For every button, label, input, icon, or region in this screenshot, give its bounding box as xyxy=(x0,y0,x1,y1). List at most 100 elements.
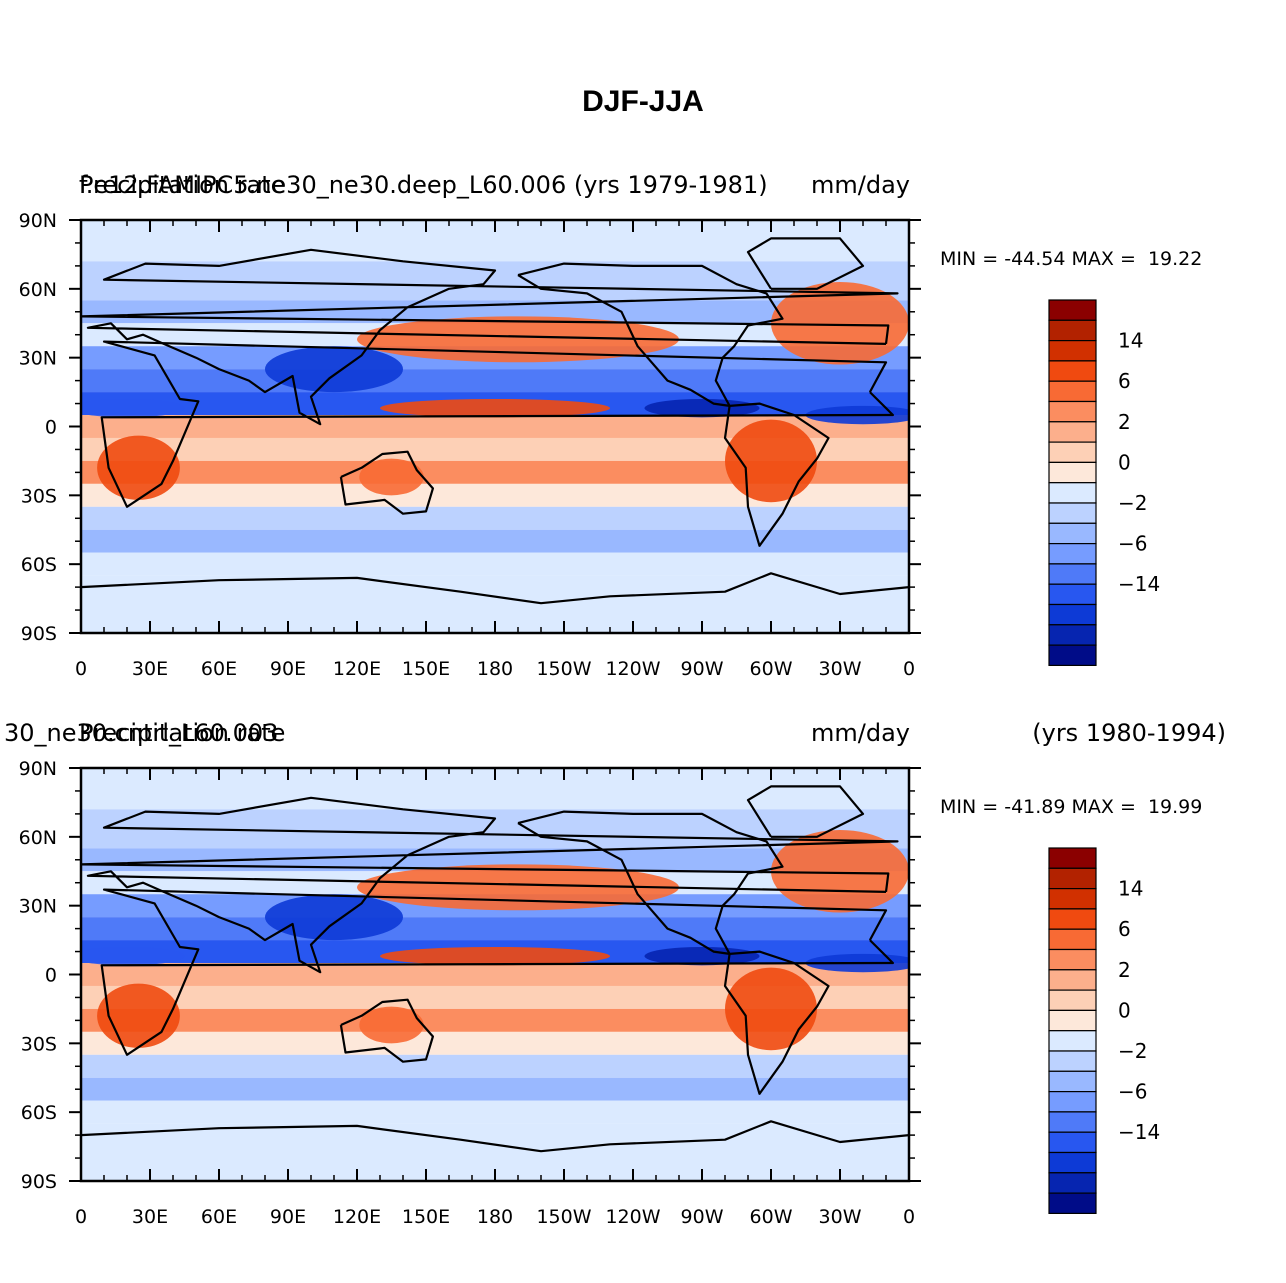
x-tick-label: 90E xyxy=(270,1206,306,1228)
y-tick-label: 0 xyxy=(45,417,57,439)
field-band xyxy=(81,1100,909,1124)
coastline xyxy=(81,1120,909,1153)
colorbar-label: 2 xyxy=(1118,958,1131,982)
y-tick-label: 0 xyxy=(45,965,57,987)
colorbar-box xyxy=(1048,380,1097,403)
panel-top-y-axis: 90N 60N 30N 0 30S 60S 90S xyxy=(19,210,921,645)
colorbar-box xyxy=(1048,542,1097,565)
panel-top-subtitle: Precipitation rate xyxy=(79,171,285,199)
coastline xyxy=(723,950,830,1095)
panel-bottom-units: mm/day xyxy=(811,719,910,747)
colorbar-box xyxy=(1048,948,1097,971)
y-tick-label: 30S xyxy=(21,1033,57,1055)
colorbar-box xyxy=(1048,299,1097,321)
field-blob xyxy=(265,346,403,393)
colorbar-box xyxy=(1048,624,1097,646)
y-tick-label: 30N xyxy=(19,348,57,370)
colorbar-box xyxy=(1048,1192,1097,1214)
field-band xyxy=(81,1077,909,1101)
colorbar-box xyxy=(1048,340,1097,362)
x-tick-label: 150W xyxy=(536,658,591,680)
field-band xyxy=(81,848,909,872)
colorbar-box xyxy=(1048,1009,1097,1032)
coastline xyxy=(81,796,899,974)
field-blob xyxy=(359,1006,424,1044)
field-band xyxy=(81,552,909,576)
field-blob xyxy=(380,946,610,966)
field-blob xyxy=(644,398,760,418)
map-panel-top: f.e12.FAMIPC5.ne30_ne30.deep_L60.006 (yr… xyxy=(19,171,1203,680)
x-tick-label: 30E xyxy=(132,658,168,680)
field-band xyxy=(81,1008,909,1032)
colorbar-box xyxy=(1048,928,1097,951)
x-tick-label: 60W xyxy=(750,658,793,680)
panel-top-coastlines xyxy=(81,237,909,605)
y-tick-label: 90S xyxy=(21,1171,57,1193)
colorbar-box xyxy=(1048,1131,1097,1154)
colorbar-box xyxy=(1048,603,1097,626)
colorbar-box xyxy=(1048,887,1097,910)
x-tick-label: 60W xyxy=(750,1206,793,1228)
panel-bottom-subtitle-overprint: 30_ne30.cntrl_L60.003 xyxy=(4,719,278,747)
colorbar-box xyxy=(1048,461,1097,484)
colorbar-box xyxy=(1048,522,1097,545)
coastline xyxy=(100,340,894,508)
colorbar-box xyxy=(1048,360,1097,382)
colorbar-box xyxy=(1048,421,1097,443)
colorbar-label: −2 xyxy=(1118,491,1147,515)
field-band xyxy=(81,483,909,507)
coastline xyxy=(339,450,434,515)
colorbar-label: 14 xyxy=(1118,877,1143,901)
y-tick-label: 60N xyxy=(19,827,57,849)
y-tick-label: 30S xyxy=(21,485,57,507)
colorbar-label: −6 xyxy=(1118,1080,1147,1104)
field-blob xyxy=(97,983,180,1048)
x-tick-label: 120W xyxy=(605,1206,660,1228)
field-blob xyxy=(265,894,403,941)
panel-top-min-max: MIN = -44.54 MAX = 19.22 xyxy=(940,248,1202,270)
field-band xyxy=(81,1031,909,1055)
x-tick-label: 0 xyxy=(903,658,915,680)
colorbar-box xyxy=(1048,989,1097,1011)
coastline xyxy=(723,402,830,547)
x-tick-label: 150E xyxy=(402,1206,450,1228)
panel-bottom-min-max: MIN = -41.89 MAX = 19.99 xyxy=(940,796,1202,818)
field-band xyxy=(81,529,909,553)
x-tick-label: 120E xyxy=(333,658,381,680)
x-tick-label: 120E xyxy=(333,1206,381,1228)
coastline xyxy=(339,998,434,1063)
colorbar-box xyxy=(1048,1111,1097,1133)
coastline xyxy=(81,248,899,426)
field-blob xyxy=(81,398,185,418)
colorbar-box xyxy=(1048,1172,1097,1194)
x-tick-label: 30W xyxy=(819,1206,862,1228)
x-tick-label: 150W xyxy=(536,1206,591,1228)
figure-title: DJF-JJA xyxy=(582,85,704,118)
colorbar-label: 0 xyxy=(1118,998,1131,1022)
colorbar-box xyxy=(1048,583,1097,606)
x-tick-label: 60E xyxy=(201,1206,237,1228)
colorbar-box xyxy=(1048,867,1097,890)
field-band xyxy=(81,917,909,941)
colorbar-label: 6 xyxy=(1118,369,1131,393)
colorbar-label: 2 xyxy=(1118,410,1131,434)
panel-top-colorbar: 14 6 2 0 −2 −6 −14 xyxy=(1048,299,1160,666)
colorbar-box xyxy=(1048,502,1097,524)
field-band xyxy=(81,415,909,438)
panel-bottom-x-axis: 0 30E 60E 90E 120E 150E 180 150W 120W 90W 60W 30W 0 xyxy=(75,768,915,1228)
y-tick-label: 30N xyxy=(19,896,57,918)
panel-top-units: mm/day xyxy=(811,171,910,199)
field-band xyxy=(81,1054,909,1078)
y-tick-label: 60S xyxy=(21,1102,57,1124)
panel-bottom-subtitle: Precipitation rate xyxy=(79,719,285,747)
field-blob xyxy=(97,435,180,500)
x-tick-label: 90W xyxy=(681,1206,724,1228)
panel-bottom-coastlines xyxy=(81,785,909,1153)
panel-bottom-years: (yrs 1980-1994) xyxy=(1032,719,1226,747)
colorbar-label: −2 xyxy=(1118,1039,1147,1063)
colorbar-box xyxy=(1048,1050,1097,1072)
colorbar-box xyxy=(1048,563,1097,585)
colorbar-box xyxy=(1048,908,1097,930)
x-tick-label: 0 xyxy=(75,658,87,680)
